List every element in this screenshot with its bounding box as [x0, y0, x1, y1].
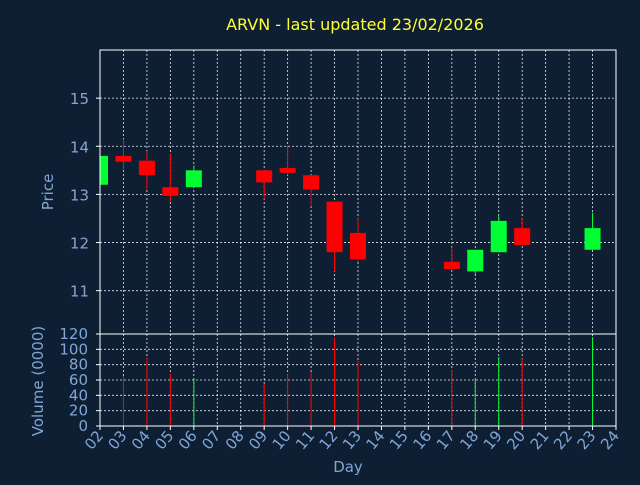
chart-title: ARVN - last updated 23/02/2026 [226, 15, 484, 34]
volume-bars [122, 337, 594, 426]
candle-body [514, 228, 531, 245]
candle-body [326, 201, 343, 253]
volume-tick-label: 60 [69, 371, 88, 389]
volume-tick-label: 20 [69, 402, 88, 420]
candle-body [350, 232, 366, 260]
candle-body [256, 170, 273, 183]
price-tick-label: 15 [70, 90, 89, 108]
volume-axis-label: Volume (0000) [29, 326, 47, 436]
candles [100, 139, 601, 274]
price-tick-label: 13 [70, 186, 89, 204]
volume-tick-label: 40 [69, 386, 88, 404]
candle-body [443, 261, 460, 270]
candle-body [138, 160, 155, 176]
volume-tick-label: 100 [59, 340, 88, 358]
volume-tick-label: 0 [78, 417, 88, 435]
price-tick-label: 14 [70, 138, 89, 156]
candle-body [490, 220, 507, 253]
x-axis-label: Day [333, 458, 363, 476]
candle-body [467, 249, 484, 272]
candle-body [584, 228, 601, 250]
candle-body [162, 187, 179, 196]
candle-body [303, 175, 320, 190]
candle-body [100, 155, 108, 185]
candle-body [279, 167, 296, 173]
price-tick-label: 11 [70, 283, 89, 301]
price-axis-label: Price [39, 174, 57, 211]
candle-body [115, 155, 132, 162]
x-tick-labels: 0203040506070809101112131415161718192021… [81, 426, 623, 453]
price-panel: 11 12 13 14 15 [70, 49, 617, 335]
volume-tick-label: 80 [69, 356, 88, 374]
volume-tick-label: 120 [59, 325, 88, 343]
price-tick-label: 12 [70, 235, 89, 253]
candle-body [185, 170, 202, 188]
